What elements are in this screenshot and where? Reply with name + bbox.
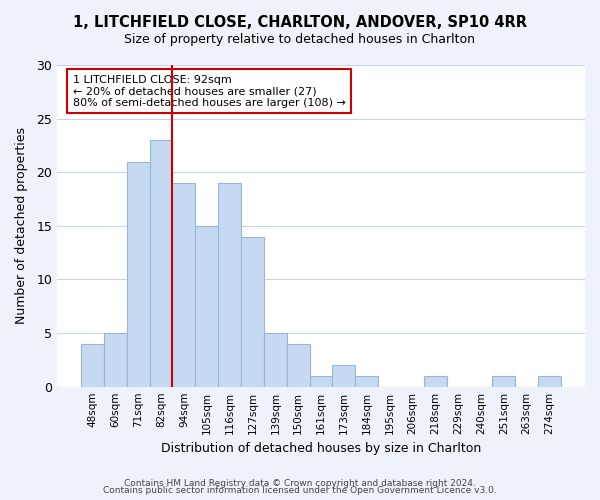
X-axis label: Distribution of detached houses by size in Charlton: Distribution of detached houses by size … [161, 442, 481, 455]
Bar [196, 226, 218, 386]
Bar [127, 162, 149, 386]
Bar [241, 236, 264, 386]
Bar [538, 376, 561, 386]
Bar [81, 344, 104, 387]
Bar [218, 183, 241, 386]
Text: Contains public sector information licensed under the Open Government Licence v3: Contains public sector information licen… [103, 486, 497, 495]
Bar [310, 376, 332, 386]
Bar [332, 365, 355, 386]
Text: 1 LITCHFIELD CLOSE: 92sqm
← 20% of detached houses are smaller (27)
80% of semi-: 1 LITCHFIELD CLOSE: 92sqm ← 20% of detac… [73, 74, 346, 108]
Bar [287, 344, 310, 387]
Bar [264, 333, 287, 386]
Y-axis label: Number of detached properties: Number of detached properties [15, 128, 28, 324]
Text: Contains HM Land Registry data © Crown copyright and database right 2024.: Contains HM Land Registry data © Crown c… [124, 478, 476, 488]
Bar [104, 333, 127, 386]
Bar [172, 183, 196, 386]
Bar [493, 376, 515, 386]
Bar [355, 376, 378, 386]
Bar [424, 376, 447, 386]
Text: 1, LITCHFIELD CLOSE, CHARLTON, ANDOVER, SP10 4RR: 1, LITCHFIELD CLOSE, CHARLTON, ANDOVER, … [73, 15, 527, 30]
Text: Size of property relative to detached houses in Charlton: Size of property relative to detached ho… [125, 32, 476, 46]
Bar [149, 140, 172, 386]
